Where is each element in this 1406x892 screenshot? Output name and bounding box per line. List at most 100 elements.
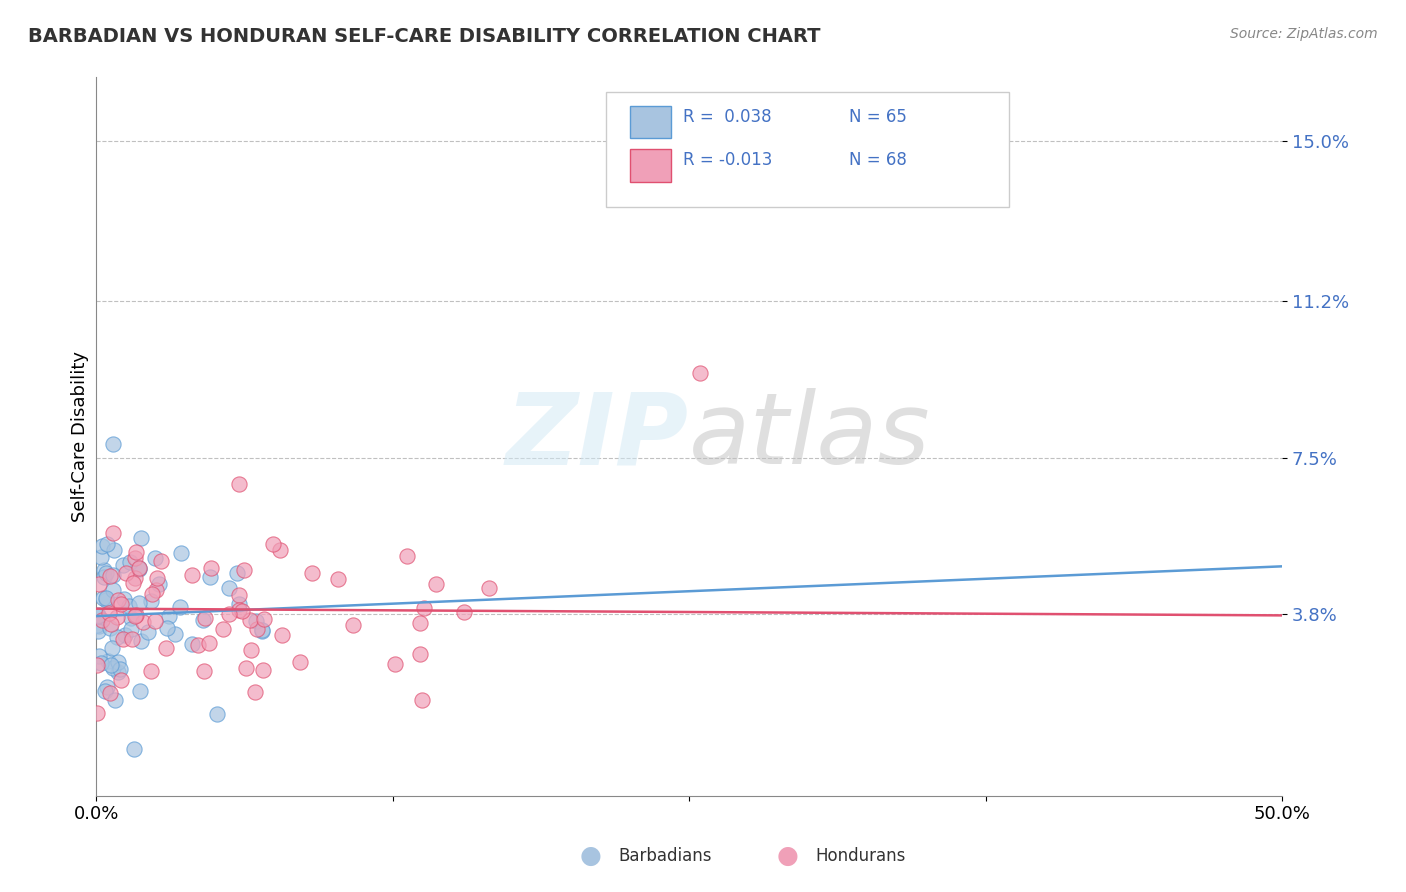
Barbadians [114, 628, 136, 642]
Hondurans [124, 550, 146, 565]
Barbadians [148, 577, 170, 591]
Hondurans [326, 572, 349, 586]
Barbadians [87, 609, 110, 624]
Barbadians [218, 581, 240, 595]
Hondurans [235, 661, 257, 675]
Hondurans [243, 685, 266, 699]
Barbadians [87, 607, 110, 622]
Barbadians [205, 706, 228, 721]
Barbadians [108, 662, 131, 676]
Barbadians [104, 693, 127, 707]
Hondurans [97, 606, 120, 620]
Hondurans [98, 686, 121, 700]
Text: Hondurans: Hondurans [815, 847, 905, 865]
Barbadians [100, 658, 122, 673]
Hondurans [228, 588, 250, 602]
Hondurans [240, 642, 263, 657]
Barbadians [86, 617, 108, 632]
Barbadians [128, 596, 150, 610]
Text: R = -0.013: R = -0.013 [683, 151, 772, 169]
Barbadians [122, 742, 145, 756]
Barbadians [103, 543, 125, 558]
Barbadians [128, 561, 150, 575]
Text: ●: ● [776, 845, 799, 868]
Barbadians [94, 684, 117, 698]
Hondurans [112, 632, 135, 647]
Hondurans [107, 593, 129, 607]
Barbadians [129, 634, 152, 648]
Hondurans [246, 622, 269, 636]
Hondurans [124, 545, 146, 559]
Text: ZIP: ZIP [506, 388, 689, 485]
Barbadians [139, 593, 162, 607]
Barbadians [94, 566, 117, 580]
Text: N = 68: N = 68 [849, 151, 907, 169]
Barbadians [226, 566, 249, 580]
Barbadians [107, 665, 129, 680]
Barbadians [198, 570, 221, 584]
Hondurans [110, 597, 132, 611]
Barbadians [120, 555, 142, 569]
Hondurans [290, 655, 312, 669]
Bar [630, 149, 671, 182]
Hondurans [155, 641, 177, 656]
Barbadians [87, 624, 110, 639]
Barbadians [96, 680, 118, 694]
Hondurans [453, 605, 475, 619]
Hondurans [194, 610, 217, 624]
Barbadians [129, 531, 152, 545]
Barbadians [112, 591, 135, 606]
Hondurans [124, 607, 146, 622]
Hondurans [121, 575, 143, 590]
Barbadians [103, 660, 125, 674]
Y-axis label: Self-Care Disability: Self-Care Disability [72, 351, 89, 522]
Hondurans [689, 366, 711, 380]
Hondurans [146, 571, 169, 585]
Text: ●: ● [579, 845, 602, 868]
Hondurans [228, 602, 250, 616]
Hondurans [193, 664, 215, 678]
Barbadians [156, 621, 179, 635]
Hondurans [478, 581, 501, 595]
Hondurans [301, 566, 323, 580]
Barbadians [228, 597, 250, 611]
Barbadians [100, 621, 122, 635]
Text: BARBADIAN VS HONDURAN SELF-CARE DISABILITY CORRELATION CHART: BARBADIAN VS HONDURAN SELF-CARE DISABILI… [28, 27, 821, 45]
Hondurans [409, 647, 432, 661]
Barbadians [90, 549, 112, 564]
Hondurans [409, 615, 432, 630]
Barbadians [91, 539, 114, 553]
Hondurans [110, 673, 132, 688]
Barbadians [87, 619, 110, 633]
Barbadians [157, 609, 180, 624]
Hondurans [124, 570, 146, 584]
Barbadians [94, 593, 117, 607]
Hondurans [150, 554, 173, 568]
Hondurans [231, 604, 253, 618]
Hondurans [124, 608, 146, 623]
Hondurans [342, 618, 364, 632]
Barbadians [121, 611, 143, 625]
Barbadians [111, 558, 134, 573]
Barbadians [170, 546, 193, 560]
Barbadians [143, 550, 166, 565]
Barbadians [163, 627, 186, 641]
Barbadians [169, 600, 191, 615]
Hondurans [121, 632, 143, 646]
Hondurans [425, 577, 447, 591]
Hondurans [413, 601, 436, 615]
Hondurans [262, 536, 284, 550]
Text: N = 65: N = 65 [849, 108, 907, 126]
Barbadians [96, 654, 118, 668]
Hondurans [200, 561, 222, 575]
Text: R =  0.038: R = 0.038 [683, 108, 772, 126]
Barbadians [103, 582, 125, 597]
Hondurans [114, 566, 136, 580]
Barbadians [90, 657, 112, 671]
Barbadians [120, 622, 142, 636]
Hondurans [141, 664, 163, 678]
Hondurans [87, 577, 110, 591]
Hondurans [131, 615, 153, 629]
Barbadians [245, 614, 267, 628]
Barbadians [101, 641, 124, 656]
